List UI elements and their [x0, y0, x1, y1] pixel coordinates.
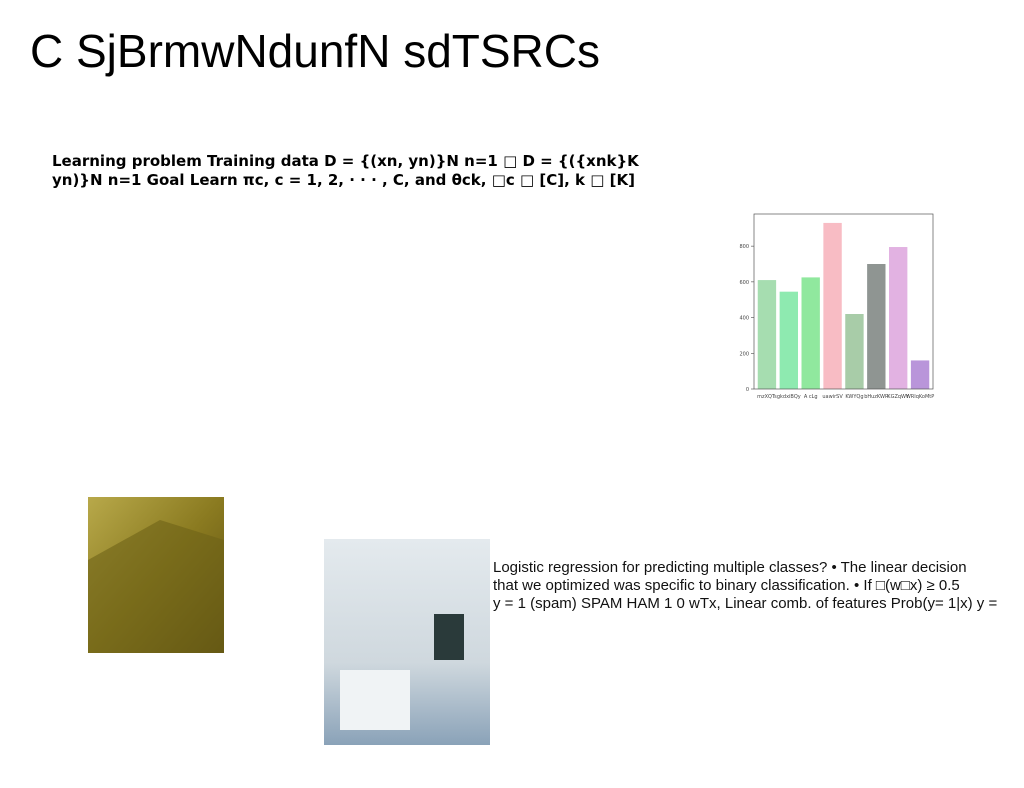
- x-tick-label: mzXQTs: [757, 394, 777, 400]
- regression-line: that we optimized was specific to binary…: [493, 577, 960, 594]
- slide-title: C SjBrmwNdunfN sdTSRCs: [30, 25, 600, 77]
- bar: [889, 247, 908, 389]
- bar: [910, 360, 930, 389]
- x-tick-label: WRIqKoMtP: [906, 394, 934, 400]
- y-tick-label: 600: [739, 280, 749, 286]
- bar: [757, 280, 777, 389]
- problem-line: Learning problem Training data D = {(xn,…: [52, 152, 640, 170]
- bar: [801, 277, 820, 389]
- bar: [779, 291, 798, 389]
- x-tick-label: bHuzKWR: [864, 394, 889, 400]
- x-tick-label: A cLg: [804, 394, 818, 400]
- plot-frame: [753, 213, 934, 390]
- room-tv: [434, 614, 464, 660]
- x-tick-label: gkdxiBQy: [777, 394, 801, 400]
- x-tick-label: uawirSV: [822, 394, 843, 400]
- y-tick-label: 400: [739, 316, 749, 322]
- x-tick-label: KWYQg: [845, 394, 863, 400]
- bar: [845, 314, 864, 389]
- y-tick-label: 800: [739, 244, 749, 250]
- problem-line: yn)}N n=1 Goal Learn πc, c = 1, 2, · · ·…: [52, 171, 635, 189]
- bar: [823, 222, 842, 389]
- room-sofa: [340, 670, 410, 730]
- building-facade: [88, 520, 224, 653]
- regression-line: Logistic regression for predicting multi…: [493, 559, 967, 576]
- y-tick-label: 200: [739, 351, 749, 357]
- x-tick-label: KGZqWY: [887, 394, 910, 400]
- bar-chart: mzXQTs gkdxiBQy A cLg uawirSV KWYQg bHuzKWRKG…: [739, 213, 934, 400]
- y-tick-label: 0: [746, 387, 749, 393]
- bar: [867, 264, 886, 389]
- regression-line: y = 1 (spam) SPAM HAM 1 0 wTx, Linear co…: [493, 595, 997, 612]
